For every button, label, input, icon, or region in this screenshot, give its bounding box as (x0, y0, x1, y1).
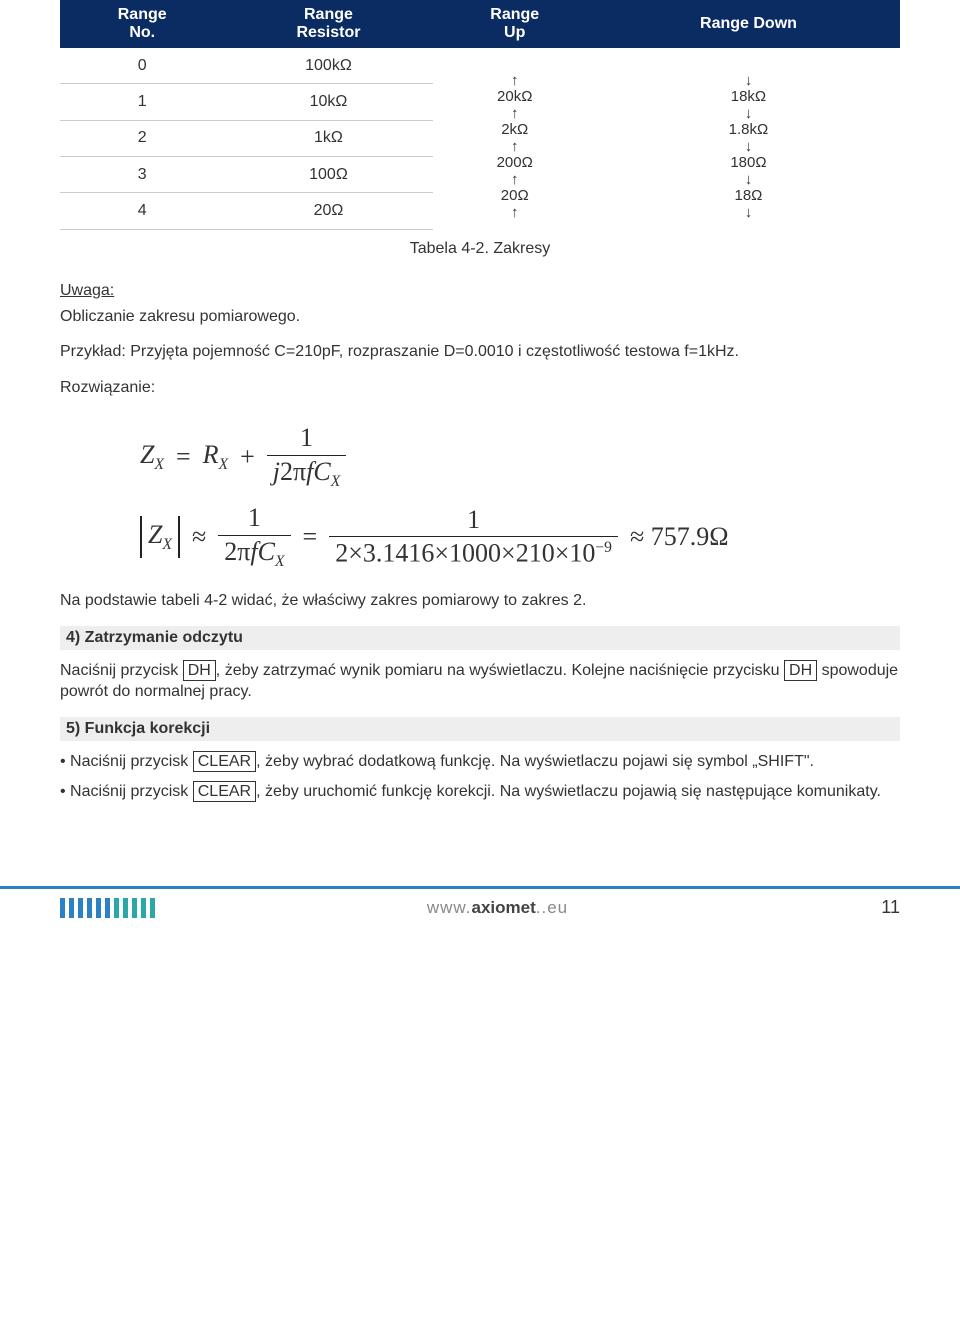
cell-no-1: 1 (60, 84, 224, 120)
col-range-up: Range Up (433, 0, 597, 48)
cell-res-4: 20Ω (224, 193, 432, 229)
cell-res-0: 100kΩ (224, 48, 432, 84)
clear-key-1: CLEAR (193, 751, 256, 772)
col-range-resistor: Range Resistor (224, 0, 432, 48)
section-4-paragraph: Naciśnij przycisk DH, żeby zatrzymać wyn… (60, 660, 900, 703)
eq1-2pi: 2π (280, 457, 306, 486)
range-table: Range No. Range Resistor Range Up Range … (60, 0, 900, 230)
eq1-j: j (273, 457, 280, 486)
eq2-C: C (258, 537, 275, 566)
b1b: , żeby wybrać dodatkową funkcję. Na wyśw… (256, 753, 814, 770)
rozwiazanie-label: Rozwiązanie: (60, 377, 900, 399)
clear-key-2: CLEAR (193, 781, 256, 802)
eq1-plus: + (240, 442, 255, 472)
cell-no-4: 4 (60, 193, 224, 229)
dh-key-2: DH (784, 660, 817, 681)
h2b: Resistor (296, 24, 360, 41)
section-5-heading: 5) Funkcja korekcji (60, 717, 900, 741)
col-range-no: Range No. (60, 0, 224, 48)
h4: Range Down (700, 15, 797, 32)
h3a: Range (490, 6, 539, 23)
eq2-Z: Z (148, 520, 162, 549)
page-number: 11 (840, 897, 900, 918)
cell-up-block: ↑20kΩ↑2kΩ↑200Ω↑20Ω↑ (433, 48, 597, 229)
uwaga-label: Uwaga: (60, 282, 900, 300)
bullet-2: • Naciśnij przycisk CLEAR, żeby uruchomi… (60, 781, 900, 803)
col-range-down: Range Down (597, 0, 900, 48)
cell-no-0: 0 (60, 48, 224, 84)
section-4-heading: 4) Zatrzymanie odczytu (60, 626, 900, 650)
na-podstawie-text: Na podstawie tabeli 4-2 widać, że właści… (60, 590, 900, 612)
barcode-icon (60, 898, 155, 918)
eq2-equals: = (303, 522, 318, 552)
eq1-equals: = (176, 442, 191, 472)
table-header-row: Range No. Range Resistor Range Up Range … (60, 0, 900, 48)
equation-2: ZX ≈ 1 2πfCX = 1 2×3.1416×1000×210×10−9 … (140, 504, 900, 570)
cell-res-2: 1kΩ (224, 120, 432, 156)
eq2-num1: 1 (242, 504, 267, 533)
eq1-Zsub: X (154, 456, 164, 473)
eq2-f: f (250, 537, 257, 566)
eq2-exp: −9 (595, 539, 612, 556)
dh-key-1: DH (183, 660, 216, 681)
eq2-abs: ZX (140, 516, 180, 558)
b2a: • Naciśnij przycisk (60, 783, 193, 800)
b2b: , żeby uruchomić funkcję korekcji. Na wy… (256, 783, 881, 800)
page-footer: www.axiomet..eu 11 (0, 886, 960, 934)
eq2-Zsub: X (162, 536, 172, 553)
cell-res-1: 10kΩ (224, 84, 432, 120)
eq2-num2: 1 (461, 506, 486, 535)
cell-no-2: 2 (60, 120, 224, 156)
eq2-den2: 2×3.1416×1000×210×10 (335, 539, 595, 568)
footer-url: www.axiomet..eu (427, 898, 568, 918)
h2a: Range (304, 6, 353, 23)
h1a: Range (118, 6, 167, 23)
b1a: • Naciśnij przycisk (60, 753, 193, 770)
eq2-2pi: 2π (224, 537, 250, 566)
eq1-R: R (203, 440, 219, 469)
p4b: , żeby zatrzymać wynik pomiaru na wyświe… (216, 662, 784, 679)
eq2-approx1: ≈ (192, 522, 206, 552)
eq2-result: ≈ 757.9Ω (630, 522, 729, 552)
eq2-Csub: X (275, 553, 285, 570)
eq1-num: 1 (294, 424, 319, 453)
url-pre: www (427, 898, 466, 917)
obliczanie-text: Obliczanie zakresu pomiarowego. (60, 306, 900, 328)
cell-no-3: 3 (60, 156, 224, 192)
url-post: .eu (541, 898, 568, 917)
eq1-Rsub: X (219, 456, 229, 473)
przyklad-text: Przykład: Przyjęta pojemność C=210pF, ro… (60, 341, 900, 363)
cell-down-block: ↓18kΩ↓1.8kΩ↓180Ω↓18Ω↓ (597, 48, 900, 229)
equation-1: ZX = RX + 1 j2πfCX ZX ≈ 1 2πfCX (140, 424, 900, 570)
bullet-1: • Naciśnij przycisk CLEAR, żeby wybrać d… (60, 751, 900, 773)
url-bold: axiomet (472, 898, 536, 917)
eq1-Z: Z (140, 440, 154, 469)
table-caption: Tabela 4-2. Zakresy (60, 230, 900, 282)
eq1-Csub: X (331, 473, 341, 490)
eq1-C: C (313, 457, 330, 486)
h1b: No. (129, 24, 155, 41)
cell-res-3: 100Ω (224, 156, 432, 192)
p4a: Naciśnij przycisk (60, 662, 183, 679)
h3b: Up (504, 24, 525, 41)
